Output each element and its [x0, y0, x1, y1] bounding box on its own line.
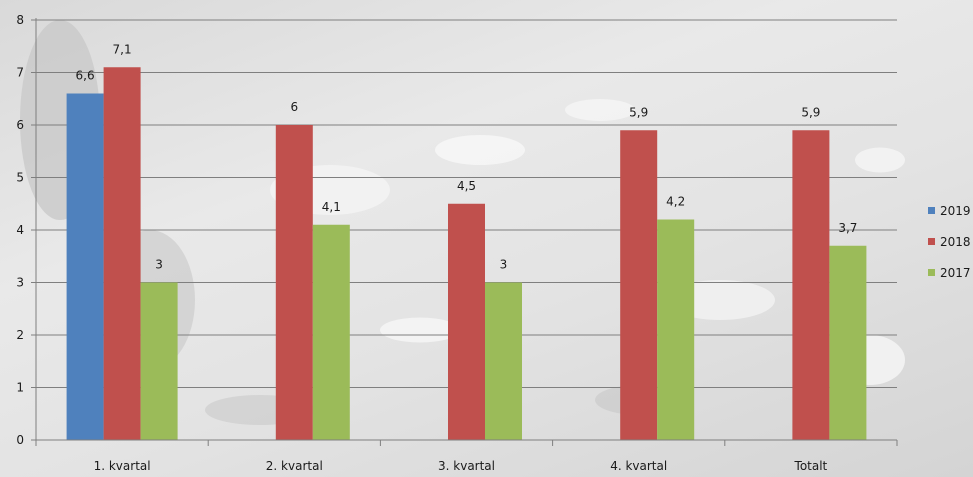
y-tick-label: 1 [16, 381, 24, 395]
legend: 2019 2018 2017 [928, 204, 971, 280]
legend-swatch [928, 207, 935, 214]
bg-blob [855, 148, 905, 173]
data-label: 5,9 [801, 105, 820, 119]
legend-label: 2017 [940, 266, 971, 280]
bar [276, 125, 313, 440]
y-tick-label: 6 [16, 118, 24, 132]
y-tick-label: 7 [16, 66, 24, 80]
y-tick-label: 5 [16, 171, 24, 185]
y-tick-label: 3 [16, 276, 24, 290]
bars: 6,6 7,1 3 6 4,1 4,5 3 5,9 4,2 5,9 3,7 [67, 42, 867, 440]
x-category-label: 2. kvartal [266, 459, 323, 473]
x-category-label: Totalt [794, 459, 828, 473]
x-category-label: 1. kvartal [94, 459, 151, 473]
bar [67, 94, 104, 441]
legend-swatch [928, 269, 935, 276]
data-label: 4,1 [322, 200, 341, 214]
y-tick-label: 4 [16, 223, 24, 237]
y-tick-label: 8 [16, 13, 24, 27]
legend-label: 2019 [940, 204, 971, 218]
bar [620, 130, 657, 440]
bar [141, 283, 178, 441]
bar [792, 130, 829, 440]
bar [829, 246, 866, 440]
bg-blob [565, 99, 635, 121]
data-label: 7,1 [113, 42, 132, 56]
bar [485, 283, 522, 441]
data-label: 6,6 [76, 69, 95, 83]
bar [448, 204, 485, 440]
data-label: 6 [290, 100, 298, 114]
legend-swatch [928, 238, 935, 245]
legend-label: 2018 [940, 235, 971, 249]
bar [104, 67, 141, 440]
data-label: 4,5 [457, 179, 476, 193]
data-label: 3 [155, 258, 163, 272]
data-label: 3 [500, 258, 508, 272]
bar [313, 225, 350, 440]
data-label: 5,9 [629, 105, 648, 119]
x-category-label: 4. kvartal [610, 459, 667, 473]
y-tick-label: 0 [16, 433, 24, 447]
y-tick-label: 2 [16, 328, 24, 342]
data-label: 3,7 [838, 221, 857, 235]
bg-blob [435, 135, 525, 165]
x-category-label: 3. kvartal [438, 459, 495, 473]
data-label: 4,2 [666, 195, 685, 209]
bar [657, 220, 694, 441]
